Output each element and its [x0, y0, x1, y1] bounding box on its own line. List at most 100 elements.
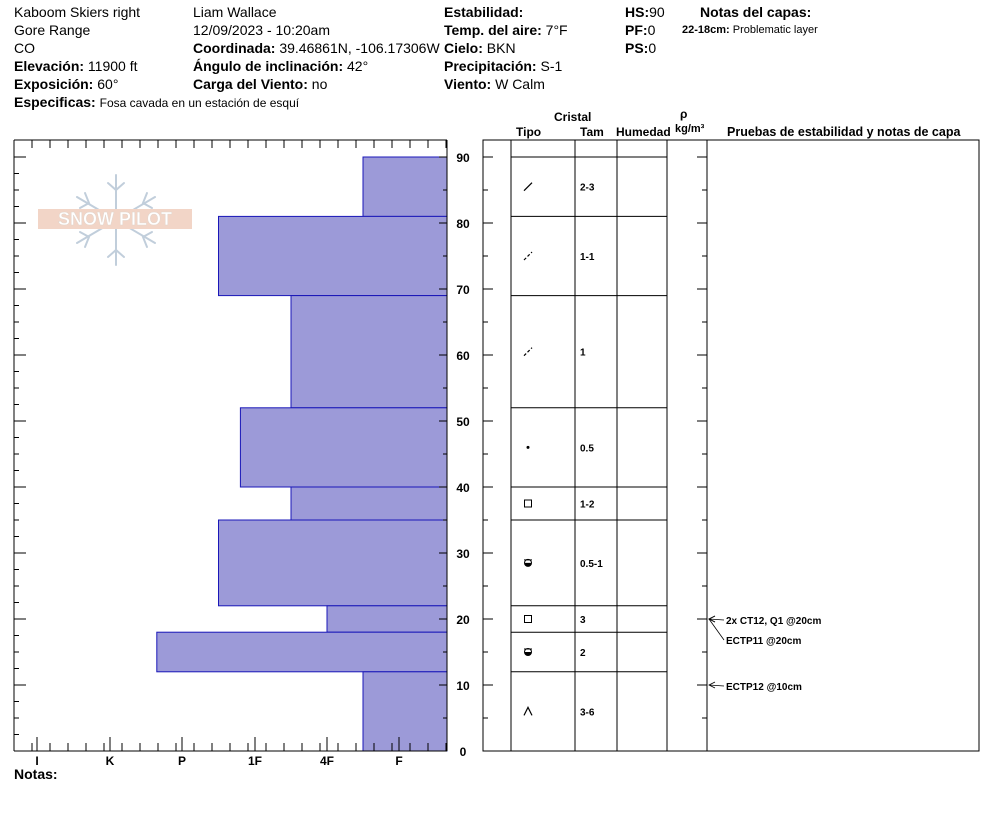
hardness-tick-label: 4F [320, 754, 334, 768]
test-arrow-icon [708, 681, 716, 689]
slash-icon [523, 182, 533, 192]
grain-size-label: 1-2 [580, 500, 595, 511]
grain-symbol-square [524, 499, 532, 508]
wind-load-label: Carga del Viento: [193, 76, 308, 92]
hardness-bar-5 [218, 519, 448, 607]
observer-name: Liam Wallace [193, 4, 277, 20]
precip-value: S-1 [540, 58, 563, 74]
hardness-bar-2 [290, 295, 448, 409]
precip-row: Precipitación: S-1 [444, 57, 562, 75]
snowpilot-logo: SNOW PILOT [38, 174, 192, 266]
tipo-header: Tipo [516, 125, 542, 139]
hardness-tick-label: I [35, 754, 38, 768]
layer-note-row: 22-18cm: Problematic layer [682, 24, 818, 36]
depth-tick-label: 40 [456, 481, 470, 495]
grain-size-label: 0.5 [580, 443, 594, 454]
layer-note-range: 22-18cm: [682, 24, 730, 36]
depth-tick-label: 50 [456, 415, 470, 429]
dashed-slash-icon [523, 347, 533, 357]
hardness-axis: F 4F 1F P K I [35, 737, 403, 768]
range-name: Gore Range [14, 22, 91, 38]
notes-label: Notas: [14, 766, 58, 782]
ps-row: PS:0 [625, 39, 656, 57]
air-temp-value: 7°F [545, 22, 568, 38]
specifics-label: Especificas: [14, 94, 96, 110]
tam-header: Tam [580, 125, 604, 139]
aspect-value: 60° [97, 76, 119, 92]
precip-label: Precipitación: [444, 58, 537, 74]
depth-tick-label: 70 [456, 283, 470, 297]
grain-symbol-slash [523, 182, 533, 192]
slope-row: Ángulo de inclinación: 42° [193, 57, 368, 75]
coordinate-value: 39.46861N, -106.17306W [279, 40, 440, 56]
slope-label: Ángulo de inclinación: [193, 58, 344, 74]
grain-symbol-half-filled-circle [524, 558, 532, 567]
hardness-bar-4 [290, 486, 448, 521]
grain-size-label: 2-3 [580, 183, 595, 194]
stability-tests: 2x CT12, Q1 @20cm ECTP11 @20cm ECTP12 @10c… [708, 615, 821, 693]
grain-symbol-caret [523, 706, 533, 716]
grain-symbol-half-filled-circle [524, 648, 532, 656]
hs-label: HS: [625, 4, 650, 20]
test-label: 2x CT12, Q1 @20cm [726, 616, 821, 627]
wind-label: Viento: [444, 76, 492, 92]
grain-size-label: 3-6 [580, 707, 595, 718]
grain-symbol-dashed-slash [523, 251, 533, 261]
hardness-tick-label: 1F [248, 754, 262, 768]
state-name: CO [14, 40, 35, 56]
air-temp-row: Temp. del aire: 7°F [444, 21, 568, 39]
aspect-label: Exposición: [14, 76, 94, 92]
wind-row: Viento: W Calm [444, 75, 545, 93]
density-unit-header: kg/m³ [675, 123, 705, 135]
table-border [482, 139, 980, 752]
grain-size-label: 2 [580, 648, 586, 659]
pf-value: 0 [647, 22, 656, 38]
depth-axis: 0 10 20 30 40 50 60 70 80 90 [439, 151, 470, 759]
half-fill-icon [524, 562, 532, 567]
pf-label: PF: [625, 22, 648, 38]
depth-tick-label: 0 [460, 745, 467, 759]
layer-note-text: Problematic layer [732, 24, 818, 36]
grain-size-label: 1 [580, 348, 586, 359]
grain-size-label: 0.5-1 [580, 559, 603, 570]
sky-row: Cielo: BKN [444, 39, 516, 57]
test-arrow-icon [708, 615, 716, 623]
elevation-value: 11900 ft [87, 58, 138, 74]
tests-header: Pruebas de estabilidad y notas de capa [727, 125, 961, 139]
rho-header: ρ [680, 107, 688, 121]
specifics-row: Especificas: Fosa cavada en un estación … [14, 93, 299, 112]
sky-label: Cielo: [444, 40, 483, 56]
dashed-slash-icon [523, 251, 533, 261]
hardness-bar-1 [218, 215, 448, 297]
sky-value: BKN [486, 40, 516, 56]
square-icon [524, 615, 532, 623]
air-temp-label: Temp. del aire: [444, 22, 542, 38]
hardness-bar-0 [362, 156, 448, 217]
test-label: ECTP11 @20cm [726, 636, 801, 647]
logo-text: SNOW PILOT [58, 209, 172, 229]
depth-tick-label: 90 [456, 151, 470, 165]
humedad-header: Humedad [616, 125, 671, 139]
dot-icon [526, 445, 530, 449]
elevation-label: Elevación: [14, 58, 85, 74]
depth-tick-label: 60 [456, 349, 470, 363]
hardness-frame [13, 139, 448, 752]
test-leader-line [708, 618, 725, 621]
hardness-tick-label: K [106, 754, 115, 768]
test-label: ECTP12 @10cm [726, 682, 802, 693]
hardness-bar-8 [362, 671, 448, 752]
grain-size-label: 3 [580, 615, 586, 626]
cristal-header: Cristal [554, 110, 592, 124]
test-leader-line [708, 618, 725, 641]
caret-icon [523, 706, 533, 716]
pf-row: PF:0 [625, 21, 655, 39]
wind-value: W Calm [495, 76, 545, 92]
slope-value: 42° [347, 58, 369, 74]
square-icon [524, 499, 532, 508]
hardness-bar-6 [326, 605, 448, 633]
layer-notes-label: Notas del capas: [700, 4, 812, 20]
coordinate-label: Coordinada: [193, 40, 276, 56]
hs-value: 90 [649, 4, 665, 20]
grain-symbol-square [524, 615, 532, 623]
